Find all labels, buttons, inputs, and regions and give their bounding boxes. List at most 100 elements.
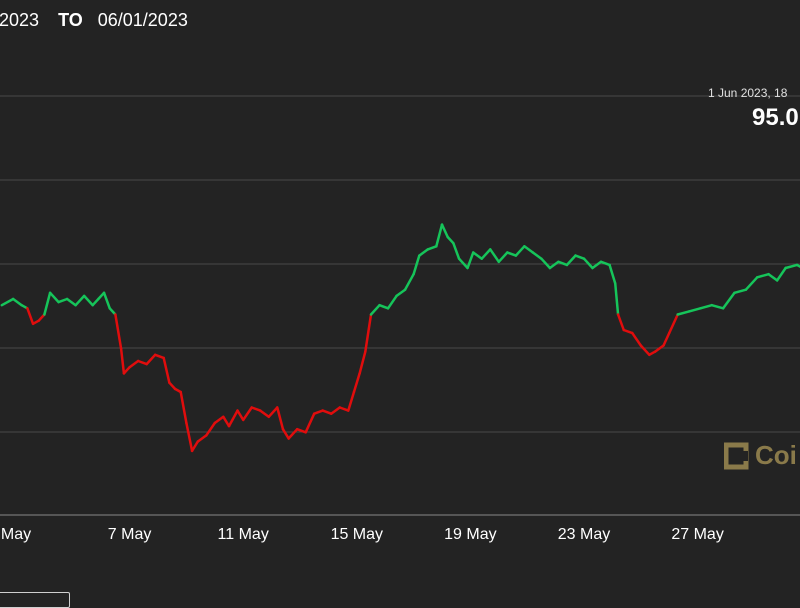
price-line-segment bbox=[128, 359, 140, 369]
price-line-segment bbox=[653, 344, 665, 353]
price-line-segment bbox=[153, 353, 165, 360]
price-line-segment bbox=[114, 313, 123, 350]
price-line-segment bbox=[205, 421, 217, 437]
tooltip-time: 1 Jun 2023, 18 bbox=[708, 86, 788, 100]
price-line-segment bbox=[162, 356, 171, 384]
price-line-segment bbox=[466, 251, 475, 270]
price-line-segment bbox=[721, 291, 736, 310]
price-line-segment bbox=[227, 409, 239, 428]
watermark-logo-icon bbox=[724, 442, 749, 469]
price-line-segment bbox=[699, 303, 714, 310]
to-label: TO bbox=[58, 9, 83, 30]
price-line-segment bbox=[258, 409, 271, 419]
price-line-segment bbox=[312, 409, 324, 415]
date-range: /2023 TO 06/01/2023 bbox=[0, 9, 188, 31]
price-line-segment bbox=[565, 254, 577, 267]
price-line-segment bbox=[744, 276, 759, 291]
x-tick-label: 23 May bbox=[558, 526, 610, 543]
price-line-segment bbox=[108, 307, 117, 316]
price-line-segment bbox=[548, 260, 560, 270]
price-line-segment bbox=[403, 272, 415, 291]
price-line-segment bbox=[471, 251, 484, 260]
price-line-segment bbox=[457, 257, 469, 270]
price-line-segment bbox=[250, 406, 262, 412]
price-line-segment bbox=[608, 263, 617, 285]
price-line-segment bbox=[784, 263, 799, 270]
price-line-segment bbox=[733, 288, 748, 295]
range-selector-handle[interactable] bbox=[0, 592, 70, 608]
price-line-segment bbox=[136, 359, 148, 366]
x-tick-label: 15 May bbox=[331, 526, 383, 543]
price-line-segment bbox=[196, 434, 208, 443]
price-line-segment bbox=[295, 427, 307, 434]
price-line-segment bbox=[65, 297, 77, 307]
price-line-segment bbox=[452, 241, 461, 260]
price-line-segment bbox=[364, 313, 373, 353]
x-tick-label: 27 May bbox=[671, 526, 723, 543]
price-line-segment bbox=[687, 307, 702, 313]
price-line-segment bbox=[102, 291, 111, 310]
price-line-segment bbox=[236, 409, 245, 422]
watermark-text: Coi bbox=[755, 440, 797, 470]
price-line-segment bbox=[755, 272, 770, 279]
price-line-segment bbox=[213, 415, 225, 425]
price-line-segment bbox=[710, 303, 725, 310]
price-line-segment bbox=[281, 427, 290, 440]
price-line-segment bbox=[599, 260, 611, 267]
price-line-segment bbox=[168, 381, 177, 391]
price-line-segment bbox=[11, 297, 23, 307]
date-to: 06/01/2023 bbox=[97, 9, 188, 30]
price-line-segment bbox=[591, 260, 603, 270]
price-line-segment bbox=[37, 313, 46, 322]
price-line-segment bbox=[639, 344, 651, 357]
price-line-segment bbox=[43, 291, 52, 316]
price-line-segment bbox=[622, 328, 634, 335]
price-line-segment bbox=[122, 365, 131, 375]
price-line-segment bbox=[523, 245, 535, 254]
price-line-segment bbox=[304, 412, 316, 434]
price-line-segment bbox=[276, 406, 285, 431]
price-line-segment bbox=[767, 272, 779, 282]
price-line-segment bbox=[574, 254, 586, 260]
price-line-segment bbox=[267, 406, 279, 419]
price-line-segment bbox=[531, 251, 543, 260]
price-line-segment bbox=[119, 347, 126, 375]
price-line-segment bbox=[497, 251, 509, 264]
price-line-segment bbox=[795, 263, 800, 268]
price-line-segment bbox=[395, 288, 407, 298]
price-line-segment bbox=[347, 390, 356, 412]
price-line-segment bbox=[540, 257, 552, 270]
price-line-segment bbox=[446, 235, 455, 245]
x-tick-label: 11 May bbox=[218, 526, 269, 543]
price-line-segment bbox=[662, 331, 671, 347]
date-from: /2023 bbox=[0, 9, 40, 30]
price-line-segment bbox=[489, 248, 501, 264]
price-line-segment bbox=[82, 294, 94, 307]
price-line-segment bbox=[386, 294, 398, 310]
price-line-segment bbox=[222, 415, 231, 428]
price-line-segment bbox=[426, 245, 438, 251]
price-line-segment bbox=[321, 409, 333, 415]
price-line-segment bbox=[145, 353, 157, 366]
price-line-segment bbox=[369, 303, 381, 316]
price-line-segment bbox=[435, 223, 444, 248]
price-line-segment bbox=[631, 331, 643, 347]
price-line-segment bbox=[514, 245, 526, 257]
price-line-segment bbox=[338, 406, 350, 412]
price-line-segment bbox=[582, 257, 594, 270]
price-line-segment bbox=[48, 291, 60, 304]
x-tick-label: 7 May bbox=[108, 526, 152, 543]
price-line-segment bbox=[378, 303, 390, 310]
price-line-segment bbox=[506, 251, 518, 257]
price-line-segment bbox=[190, 440, 200, 453]
price-line-segment bbox=[74, 294, 86, 307]
price-line-segment bbox=[287, 427, 299, 440]
x-tick-label: 19 May bbox=[444, 526, 496, 543]
price-line-segment bbox=[179, 390, 188, 425]
price-line-segment bbox=[440, 223, 449, 239]
price-line-segment bbox=[676, 310, 691, 316]
price-line-segment bbox=[480, 248, 492, 260]
price-line-segment bbox=[57, 297, 69, 304]
price-line-segment bbox=[329, 406, 342, 415]
